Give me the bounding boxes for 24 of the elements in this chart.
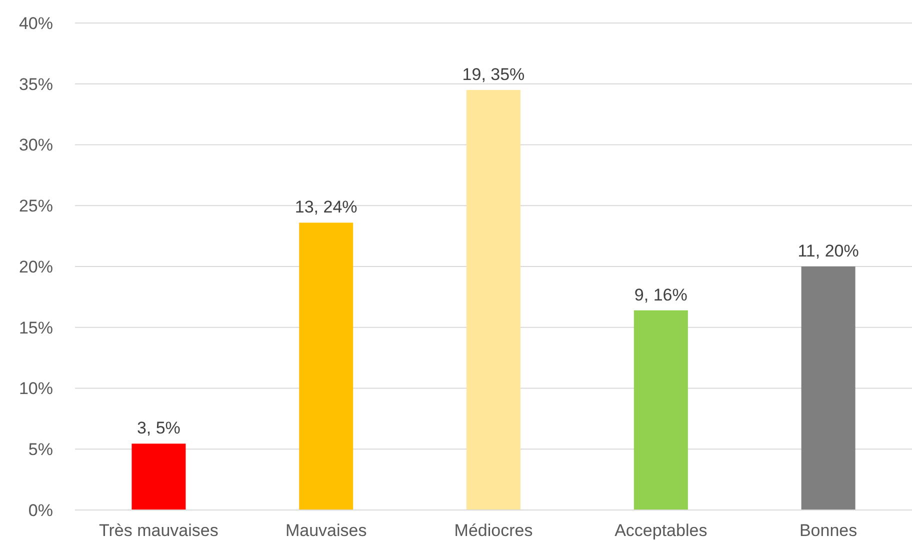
bar xyxy=(466,90,520,510)
bar xyxy=(801,266,856,510)
bar xyxy=(299,222,354,510)
y-tick-label: 10% xyxy=(18,379,53,398)
y-tick-label: 20% xyxy=(18,257,53,276)
data-label: 3, 5% xyxy=(136,418,180,438)
data-label: 9, 16% xyxy=(634,285,688,304)
x-tick-label: Bonnes xyxy=(799,521,858,540)
data-label: 11, 20% xyxy=(798,242,859,260)
x-tick-label: Acceptables xyxy=(614,521,708,540)
y-tick-label: 0% xyxy=(28,500,53,520)
y-tick-label: 40% xyxy=(18,14,53,33)
y-tick-label: 30% xyxy=(18,136,53,155)
x-tick-label: Très mauvaises xyxy=(99,521,218,540)
y-tick-label: 35% xyxy=(18,74,53,94)
bar xyxy=(634,310,688,510)
data-label: 19, 35% xyxy=(462,64,525,84)
bar xyxy=(132,444,186,510)
x-tick-label: Mauvaises xyxy=(285,521,367,540)
y-tick-label: 5% xyxy=(28,440,53,460)
y-tick-label: 25% xyxy=(18,196,53,216)
y-tick-label: 15% xyxy=(18,318,53,338)
data-label: 13, 24% xyxy=(294,198,358,217)
x-tick-label: Médiocres xyxy=(454,521,533,540)
